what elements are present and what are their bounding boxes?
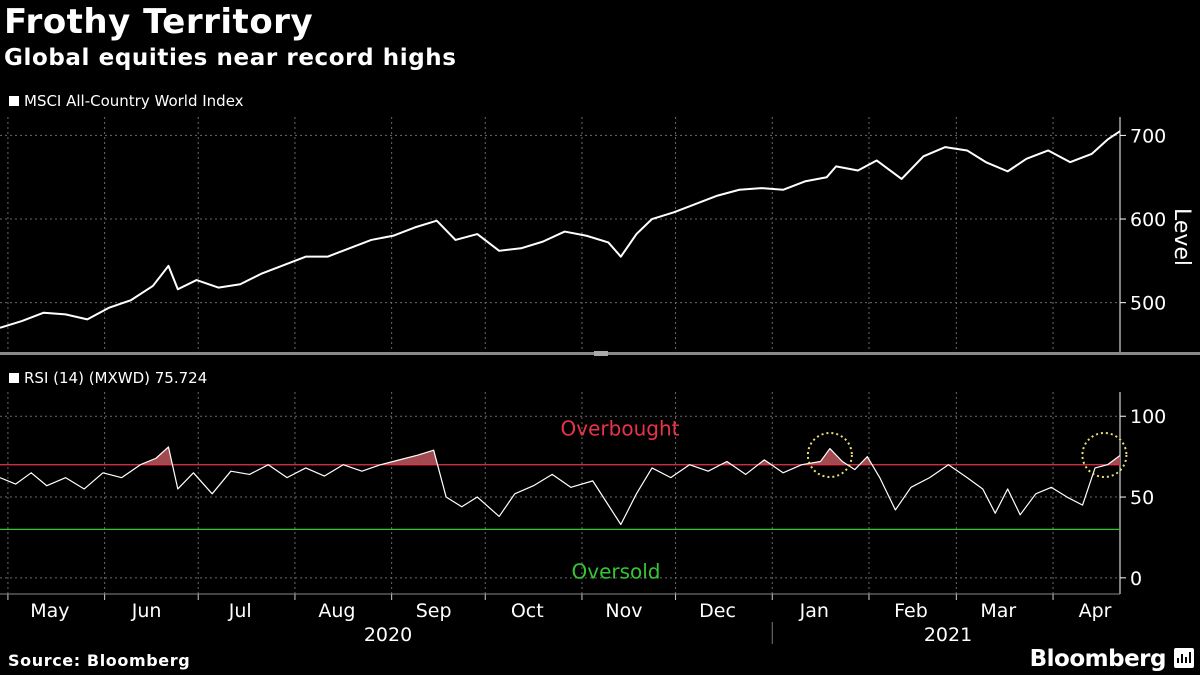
x-tick-label: Nov [605,600,642,622]
chart-subtitle: Global equities near record highs [4,45,457,71]
x-tick-label: Sep [416,600,452,622]
x-tick-label: Dec [699,600,736,622]
source-note: Source: Bloomberg [8,651,191,670]
bottom-legend: RSI (14) (MXWD) 75.724 [9,369,207,387]
top-legend: MSCI All-Country World Index [9,92,244,110]
y-tick-label: 50 [1130,487,1154,509]
bottom-legend-label: RSI (14) (MXWD) 75.724 [24,369,208,387]
brand-wordmark: Bloomberg [1029,646,1167,672]
panel-splitter-handle [594,351,608,356]
oversold-label: Oversold [571,559,660,583]
y-axis-label: Level [1169,208,1194,266]
legend-swatch [9,373,19,383]
bloomberg-logo-icon [1174,648,1194,668]
y-tick-label: 500 [1130,293,1166,315]
msci-index-line [0,130,1121,329]
overbought-fill-area [140,446,1121,465]
y-tick-label: 700 [1130,125,1166,147]
x-tick-label: Jul [228,600,252,622]
x-tick-label: May [30,600,69,622]
x-tick-label: Feb [894,600,928,622]
y-tick-label: 100 [1130,406,1166,428]
highlight-circle [1081,432,1128,478]
overbought-label: Overbought [561,417,680,441]
year-label: 2020 [364,624,412,646]
legend-swatch [9,96,19,106]
x-tick-label: Aug [318,600,355,622]
chart-title: Frothy Territory [4,2,314,42]
x-tick-label: Jan [799,600,829,622]
y-tick-label: 0 [1130,568,1142,590]
x-tick-label: Mar [980,600,1016,622]
highlight-circle [806,432,853,478]
y-tick-label: 600 [1130,209,1166,231]
x-tick-label: Apr [1079,600,1112,622]
year-label: 2021 [924,624,972,646]
x-tick-label: Jun [131,600,162,622]
top-legend-label: MSCI All-Country World Index [24,92,244,110]
rsi-line [0,446,1121,526]
x-tick-label: Oct [511,600,544,622]
